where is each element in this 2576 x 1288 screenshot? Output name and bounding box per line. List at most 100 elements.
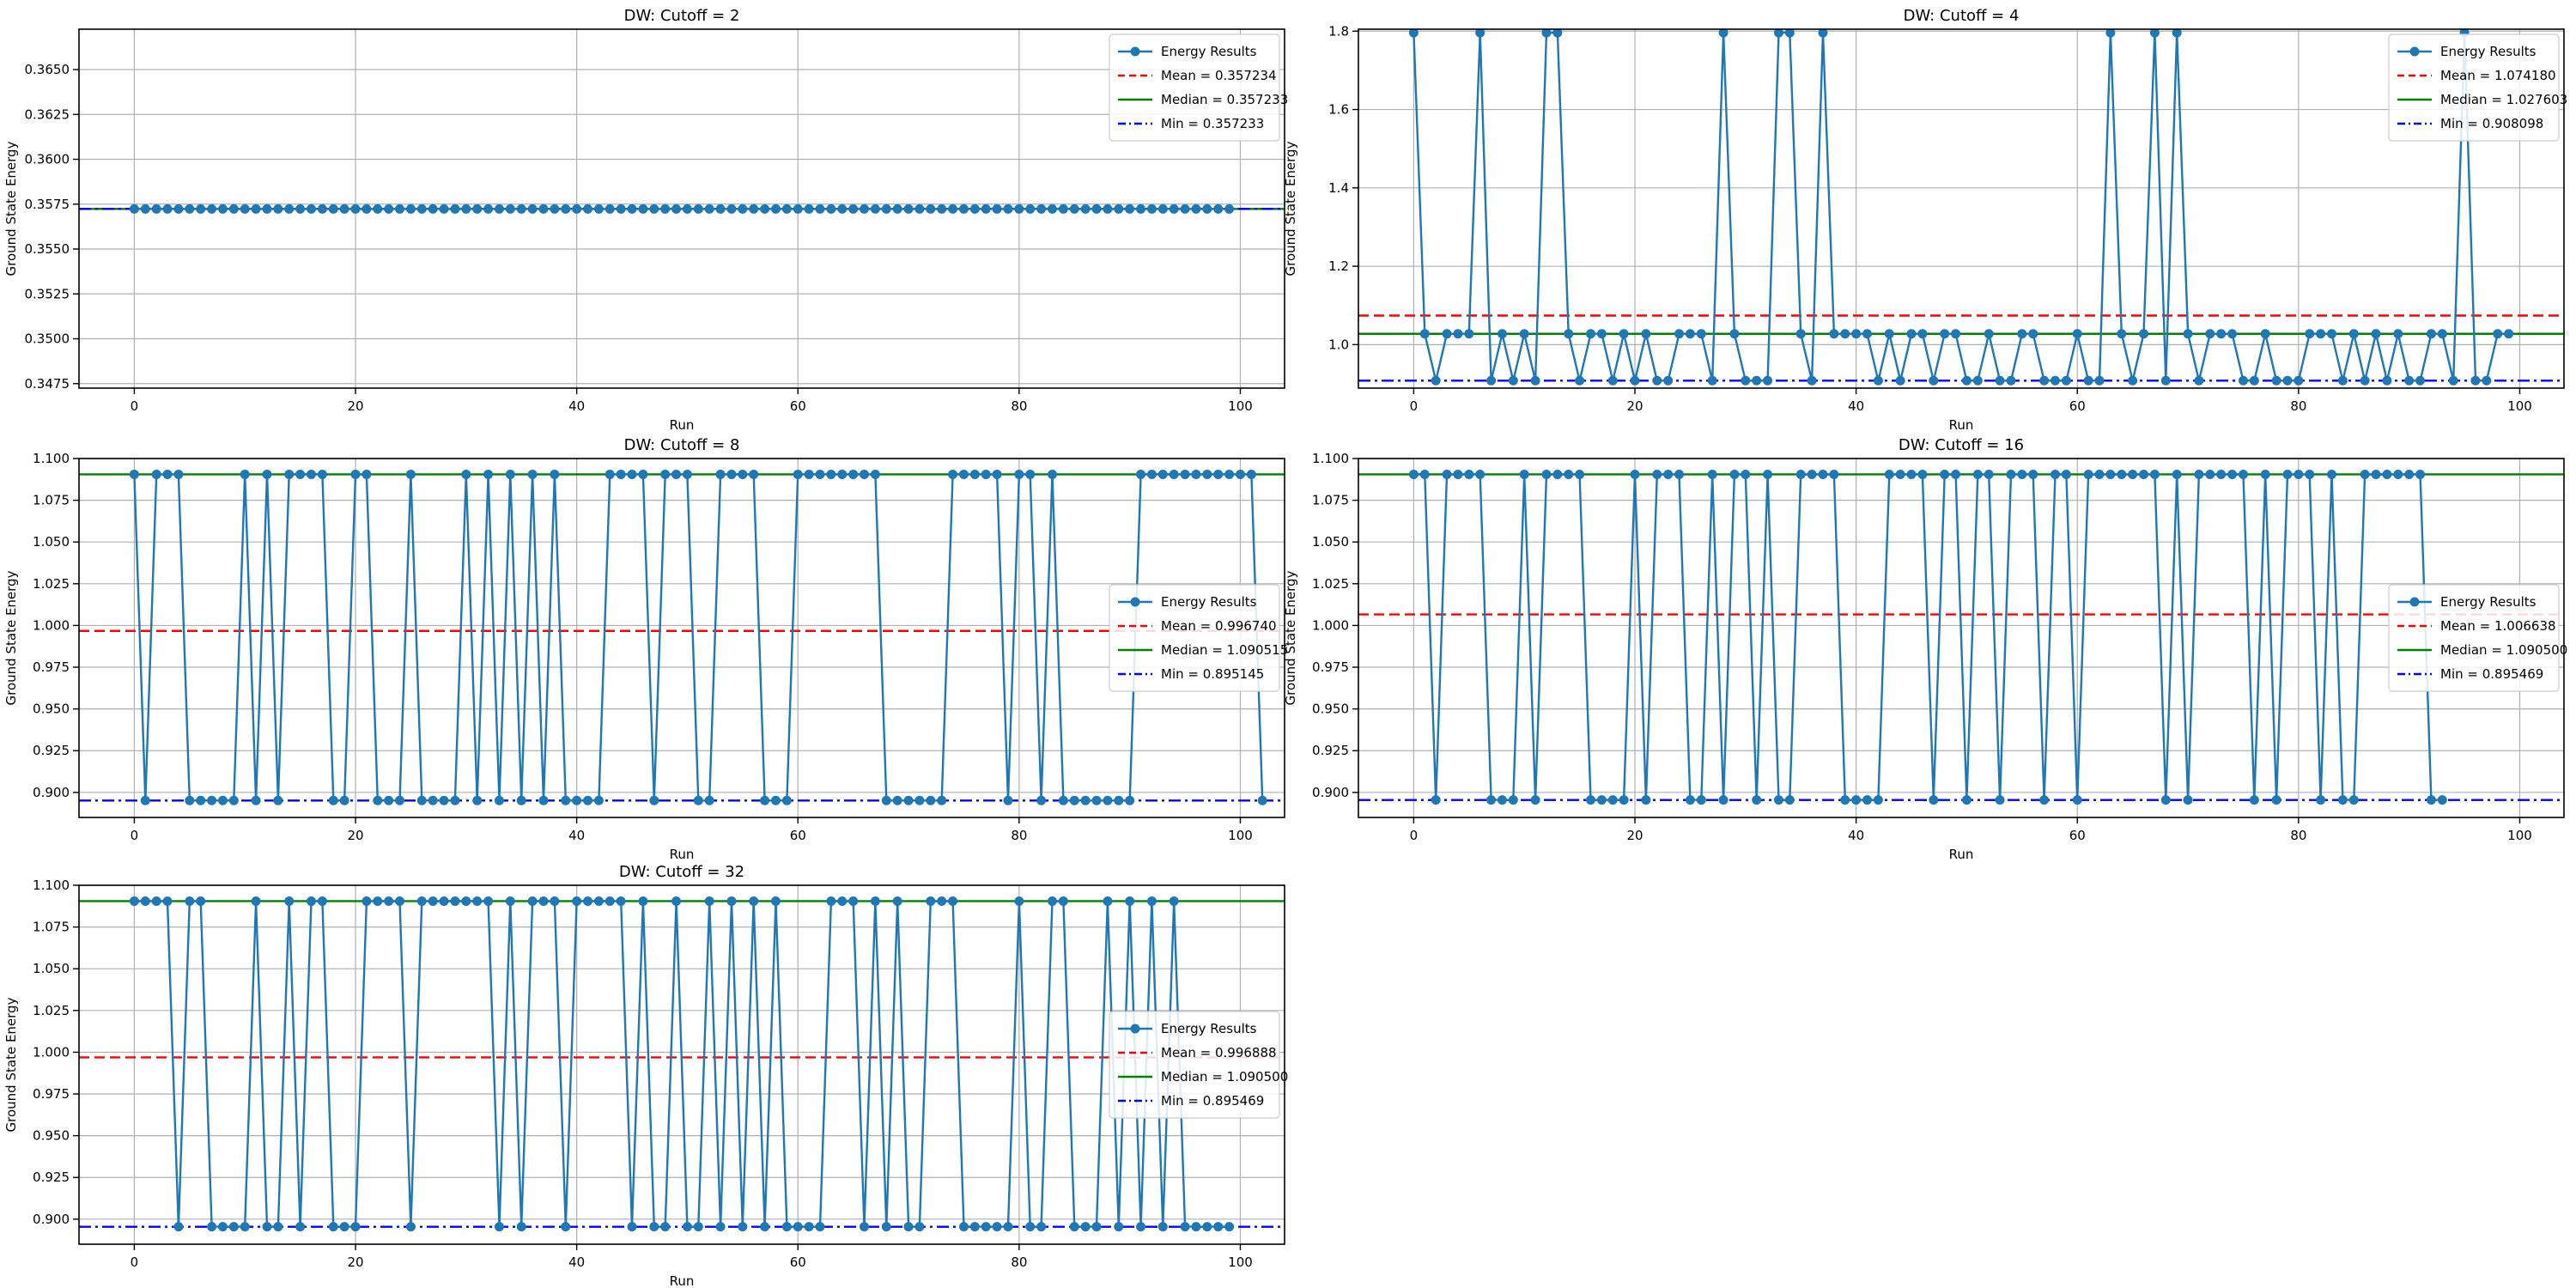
data-point [1607,795,1618,805]
data-point [649,795,659,805]
x-axis-label: Run [1949,847,1974,862]
legend-label-median: Median = 1.090500 [2440,642,2567,658]
y-tick-label: 1.050 [33,534,70,550]
data-point [981,1222,991,1232]
chart-title: DW: Cutoff = 32 [619,863,744,881]
data-point [185,795,195,805]
data-point [981,204,991,214]
data-point [1080,204,1091,214]
chart-title: DW: Cutoff = 4 [1904,7,2020,25]
data-point [295,204,306,214]
data-point [1630,375,1640,386]
x-tick-label: 60 [790,398,806,414]
data-point [1091,204,1102,214]
data-point [948,896,958,906]
data-point [1058,795,1068,805]
data-point [1619,795,1629,805]
data-point [1630,469,1640,479]
data-point [671,896,682,906]
x-tick-label: 0 [131,1255,139,1270]
data-point [1552,469,1563,479]
x-tick-label: 80 [2290,828,2306,843]
data-point [815,1222,825,1232]
legend-label-data: Energy Results [1161,1021,1257,1036]
data-point [317,896,327,906]
data-point [1157,204,1168,214]
data-point [781,795,792,805]
data-point [2327,469,2337,479]
data-point [1873,795,1883,805]
data-point [638,204,648,214]
data-point [1519,329,1529,339]
data-point [616,469,626,479]
data-point [572,204,582,214]
data-point [2039,795,2050,805]
data-point [1840,795,1850,805]
data-point [1718,29,1728,38]
data-point [1917,469,1928,479]
data-point [173,469,184,479]
data-point [2194,375,2204,386]
data-point [2072,329,2082,339]
data-point [1125,896,1135,906]
data-point [2072,795,2082,805]
data-point [593,896,604,906]
data-point [2415,469,2426,479]
legend-marker [1130,46,1140,57]
data-point [1036,795,1047,805]
data-point [892,795,902,805]
data-point [638,896,648,906]
data-point [416,204,427,214]
legend-label-mean: Mean = 1.006638 [2440,618,2556,634]
data-point [903,204,914,214]
data-point [439,795,449,805]
data-point [937,896,947,906]
data-point [1169,896,1179,906]
y-tick-label: 0.3575 [25,197,70,212]
data-point [1464,329,1474,339]
data-point [2028,469,2038,479]
legend-label-median: Median = 1.090500 [1161,1069,1288,1084]
data-point [361,204,372,214]
data-point [2348,795,2359,805]
energy-results-line [1413,473,2443,801]
data-point [1125,204,1135,214]
x-tick-label: 40 [1848,398,1864,414]
data-point [2149,469,2160,479]
data-point [416,896,427,906]
data-point [2160,795,2171,805]
y-tick-label: 0.975 [33,659,70,675]
data-point [1951,469,1961,479]
legend-label-mean: Mean = 0.357234 [1161,68,1277,83]
x-tick-label: 0 [1410,828,1419,843]
data-point [1419,329,1430,339]
legend-label-data: Energy Results [2440,44,2537,59]
data-point [1419,469,1430,479]
data-point [605,204,615,214]
data-point [1619,329,1629,339]
legend-label-min: Min = 0.895469 [1161,1093,1264,1109]
data-point [1431,795,1441,805]
data-point [2006,469,2016,479]
y-tick-label: 0.3600 [25,152,70,167]
data-point [992,1222,1002,1232]
legend-box [1109,1011,1280,1119]
legend-label-min: Min = 0.895469 [2440,666,2543,682]
data-point [439,204,449,214]
y-axis-label: Ground State Energy [3,141,19,276]
data-point [2172,29,2182,38]
data-point [494,204,504,214]
data-point [1157,469,1168,479]
data-point [1048,204,1058,214]
x-tick-label: 60 [2069,828,2086,843]
data-point [2160,375,2171,386]
y-tick-label: 1.075 [1312,493,1349,508]
data-point [804,469,814,479]
data-point [1191,469,1201,479]
data-point [605,469,615,479]
data-point [969,469,980,479]
data-point [693,1222,703,1232]
data-point [1895,375,1905,386]
data-point [527,469,538,479]
data-point [1103,896,1113,906]
